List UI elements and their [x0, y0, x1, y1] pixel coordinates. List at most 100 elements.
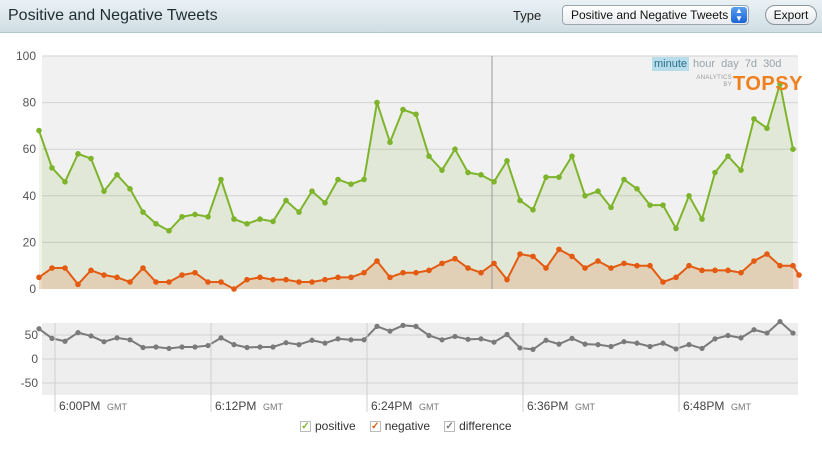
x-tick-timezone: GMT: [263, 402, 283, 412]
difference-grid: [42, 334, 798, 384]
negative-point: [244, 276, 250, 283]
difference-point: [296, 342, 302, 348]
positive-point: [153, 220, 159, 227]
negative-point: [621, 260, 627, 267]
positive-point: [387, 139, 393, 146]
positive-point: [608, 204, 614, 211]
negative-point: [465, 265, 471, 271]
range-day-button[interactable]: day: [719, 57, 741, 71]
difference-point: [361, 337, 367, 343]
difference-point: [491, 339, 497, 345]
positive-point: [400, 106, 406, 113]
difference-point: [660, 340, 666, 346]
positive-point: [764, 125, 770, 132]
range-30d-button[interactable]: 30d: [761, 57, 784, 71]
negative-point: [400, 269, 406, 276]
difference-point: [400, 322, 406, 328]
difference-lines: [36, 318, 796, 352]
positive-point: [595, 188, 601, 194]
negative-point: [686, 262, 692, 269]
negative-point: [738, 269, 744, 276]
negative-point: [36, 274, 42, 281]
positive-point: [335, 176, 341, 183]
negative-point: [192, 269, 198, 276]
legend-item-positive[interactable]: ✓ positive: [300, 419, 356, 433]
difference-point: [569, 335, 575, 341]
legend-label-positive: positive: [315, 419, 356, 433]
positive-point: [777, 81, 783, 87]
y-tick-label: 100: [16, 49, 36, 63]
type-select[interactable]: Positive and Negative Tweets ▲ ▼: [562, 5, 749, 25]
negative-point: [140, 265, 146, 271]
negative-point: [478, 269, 484, 276]
positive-point: [322, 199, 328, 206]
negative-point: [543, 265, 549, 271]
negative-point: [257, 274, 263, 281]
positive-point: [634, 186, 640, 192]
positive-point: [348, 181, 354, 187]
positive-point: [101, 188, 107, 194]
main-y-axis: 0 20 40 60 80 100: [16, 49, 36, 296]
type-select-value: Positive and Negative Tweets: [571, 8, 729, 22]
positive-point: [166, 227, 172, 234]
main-plot-area: [42, 56, 798, 289]
negative-point: [309, 279, 315, 285]
positive-point: [361, 176, 367, 183]
difference-y-axis: 50 0 -50: [21, 328, 39, 390]
difference-point: [166, 345, 172, 352]
topsy-logo: ANALYTICS BY TOPSY: [688, 73, 802, 95]
legend-item-negative[interactable]: ✓ negative: [369, 419, 430, 433]
negative-point: [114, 274, 120, 281]
positive-point: [257, 216, 263, 222]
difference-point: [374, 323, 380, 329]
range-hour-button[interactable]: hour: [691, 57, 718, 71]
difference-point: [478, 336, 484, 342]
type-label: Type: [513, 8, 542, 23]
range-minute-button[interactable]: minute: [652, 57, 690, 71]
chart-legend: ✓ positive ✓ negative ✓ difference: [300, 419, 512, 433]
difference-point: [439, 337, 445, 343]
x-tick-label: 6:36PM: [527, 399, 568, 413]
x-tick-label: 6:00PM: [59, 399, 100, 413]
negative-point: [790, 262, 796, 269]
x-tick-label: 6:12PM: [215, 399, 256, 413]
legend-label-difference: difference: [459, 419, 512, 433]
positive-point: [543, 174, 549, 180]
difference-point: [556, 341, 562, 347]
x-tick-timezone: GMT: [575, 402, 595, 412]
negative-point: [205, 279, 211, 285]
y-tick-label: 20: [23, 235, 37, 249]
difference-point: [608, 343, 614, 350]
difference-point: [751, 327, 757, 333]
y-tick-label: 0: [31, 352, 38, 366]
difference-point: [140, 344, 146, 351]
difference-point: [582, 341, 588, 347]
main-grid: [42, 55, 798, 243]
difference-point: [465, 336, 471, 342]
positive-point: [569, 153, 575, 159]
positive-point: [582, 193, 588, 199]
y-tick-label: 80: [23, 96, 37, 110]
y-tick-label: 60: [23, 142, 37, 156]
negative-point: [153, 279, 159, 285]
negative-point: [660, 279, 666, 285]
difference-point: [504, 331, 510, 338]
difference-point: [790, 330, 796, 336]
negative-point: [127, 279, 133, 285]
range-selector: minute hour day 7d 30d: [652, 57, 784, 71]
difference-point: [452, 333, 458, 340]
x-tick-label: 6:24PM: [371, 399, 412, 413]
legend-item-difference[interactable]: ✓ difference: [444, 419, 512, 433]
export-button[interactable]: Export: [765, 5, 817, 25]
range-7d-button[interactable]: 7d: [742, 57, 760, 71]
positive-point: [621, 176, 627, 183]
difference-point: [777, 318, 783, 325]
difference-point: [75, 330, 81, 336]
negative-point: [218, 279, 224, 285]
negative-point: [296, 279, 302, 285]
positive-point: [790, 146, 796, 152]
positive-point: [738, 167, 744, 173]
difference-point: [153, 344, 159, 350]
negative-point: [270, 276, 276, 283]
